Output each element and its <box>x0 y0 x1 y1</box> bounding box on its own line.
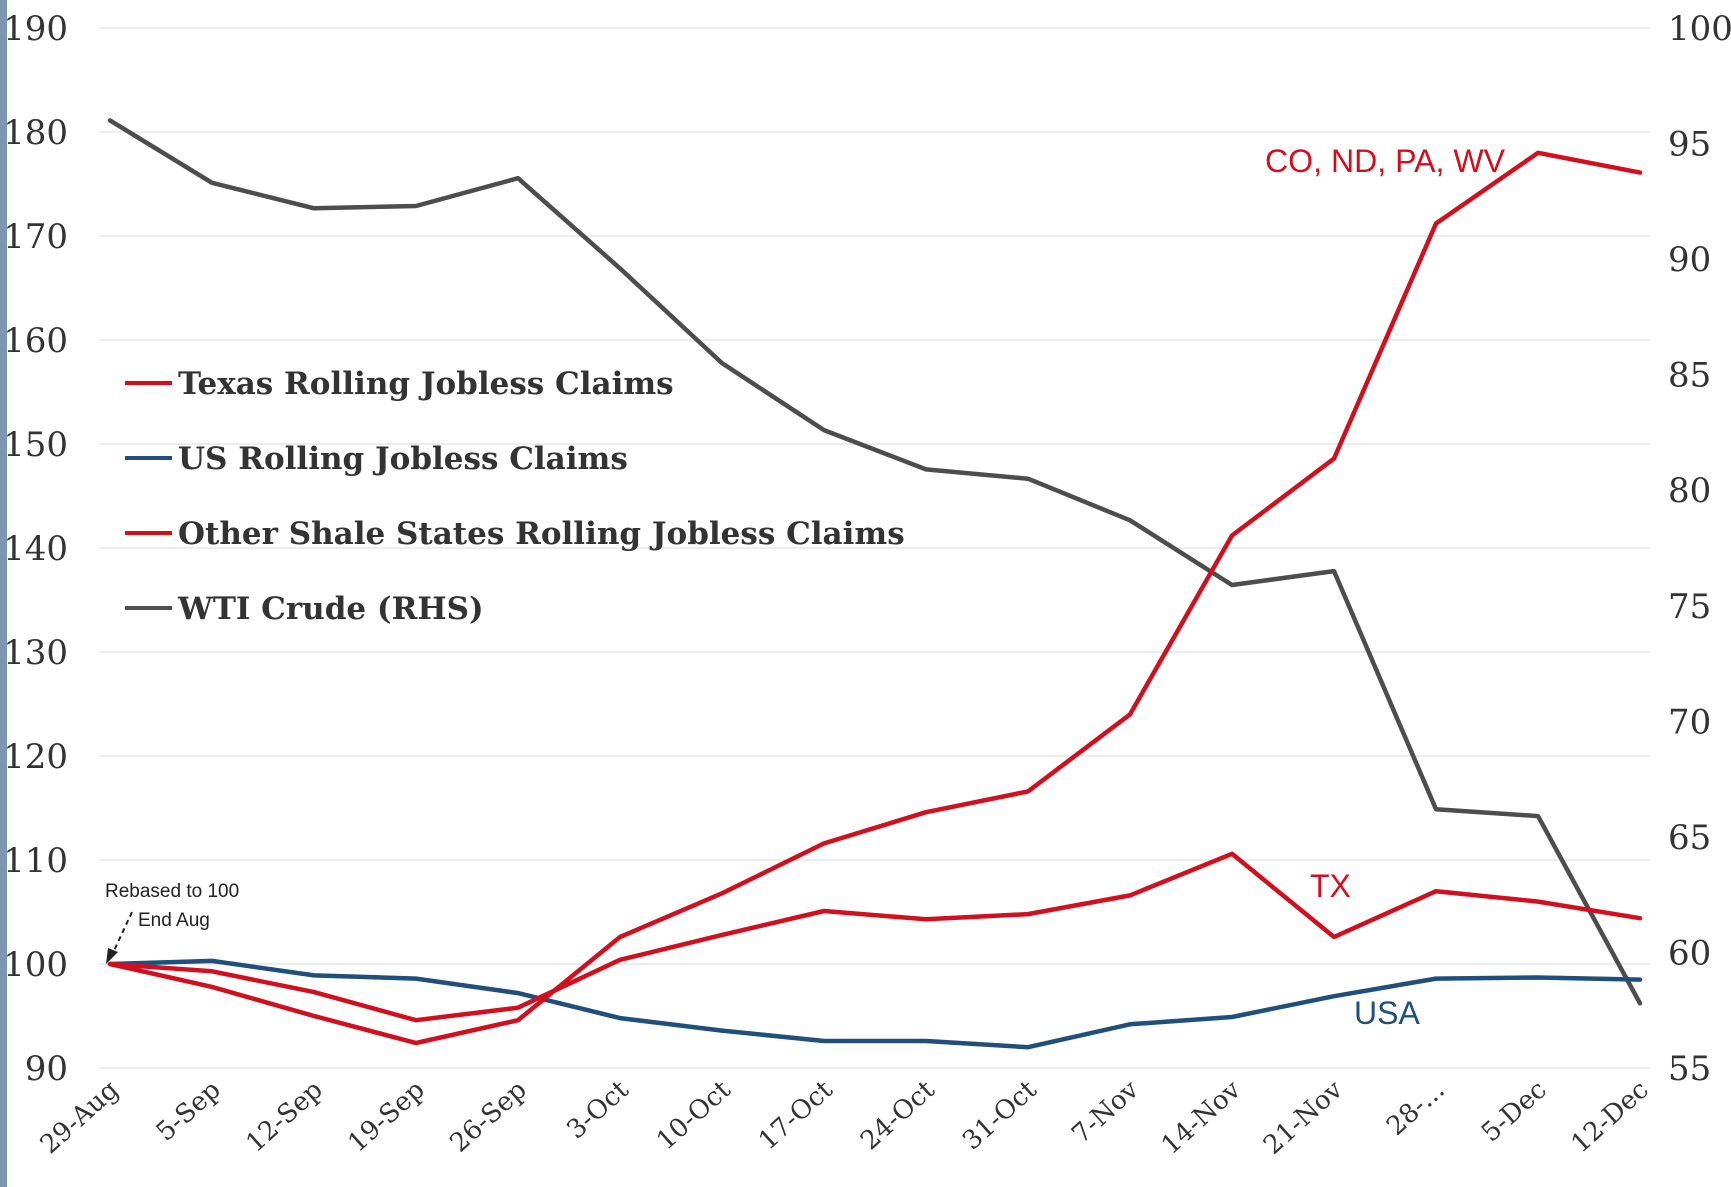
y-tick-label-right: 70 <box>1668 702 1711 742</box>
x-tick-label: 7-Nov <box>1066 1075 1145 1150</box>
y-tick-label-left: 170 <box>3 217 68 257</box>
y-tick-label-left: 120 <box>3 737 68 777</box>
series-line-us-rolling-jobless-claims <box>107 958 1643 1050</box>
annotations: CO, ND, PA, WV TX USA Rebased to 100 End… <box>105 143 1506 1031</box>
series-lines <box>107 118 1643 1050</box>
y-tick-label-right: 80 <box>1668 471 1711 511</box>
legend-item-wti: WTI Crude (RHS) <box>125 591 484 627</box>
y-axis-left: 90 100 110 120 130 140 150 160 170 180 190 <box>3 9 68 1089</box>
series-line-wti-crude-rhs <box>107 118 1643 1006</box>
y-tick-label-right: 85 <box>1668 356 1711 396</box>
y-tick-label-right: 55 <box>1668 1049 1711 1089</box>
series-line-texas-rolling-jobless-claims <box>107 851 1643 1023</box>
rebase-arrow <box>111 911 133 956</box>
y-tick-label-left: 100 <box>3 945 68 985</box>
y-tick-label-right: 65 <box>1668 818 1711 858</box>
y-tick-label-left: 150 <box>3 425 68 465</box>
y-tick-label-right: 75 <box>1668 587 1711 627</box>
x-tick-label: 5-Sep <box>151 1075 227 1148</box>
x-tick-label: 17-Oct <box>753 1075 839 1157</box>
y-tick-label-left: 130 <box>3 633 68 673</box>
legend-label-other-shale: Other Shale States Rolling Jobless Claim… <box>178 516 905 552</box>
y-tick-label-right: 60 <box>1668 933 1711 973</box>
legend-label-texas: Texas Rolling Jobless Claims <box>178 366 674 402</box>
legend: Texas Rolling Jobless Claims US Rolling … <box>125 366 905 627</box>
y-axis-right: 55 60 65 70 75 80 85 90 95 100 <box>1668 9 1731 1089</box>
x-tick-label: 19-Sep <box>342 1075 430 1159</box>
y-tick-label-left: 140 <box>3 529 68 569</box>
legend-label-us: US Rolling Jobless Claims <box>178 441 628 477</box>
y-tick-label-right: 95 <box>1668 125 1711 165</box>
y-tick-label-left: 180 <box>3 113 68 153</box>
y-tick-label-left: 160 <box>3 321 68 361</box>
rebase-arrowhead <box>106 948 118 964</box>
x-tick-label: 26-Sep <box>444 1075 532 1159</box>
legend-item-other-shale: Other Shale States Rolling Jobless Claim… <box>125 516 905 552</box>
series-line-other-shale-states-rolling-jobless-claims <box>107 150 1643 1046</box>
left-edge-bar <box>0 0 7 1187</box>
grid-lines <box>100 27 1650 1069</box>
y-tick-label-left: 90 <box>25 1049 68 1089</box>
x-tick-label: 10-Oct <box>651 1075 737 1157</box>
annotation-rebase-line2: End Aug <box>138 910 210 931</box>
x-tick-label: 3-Oct <box>561 1075 635 1146</box>
annotation-rebase-line1: Rebased to 100 <box>105 881 239 902</box>
annotation-usa: USA <box>1354 995 1420 1031</box>
x-axis: 29-Aug 5-Sep 12-Sep 19-Sep 26-Sep 3-Oct 10-Oct… <box>35 1075 1655 1161</box>
y-tick-label-left: 110 <box>3 841 68 881</box>
y-tick-label-right: 90 <box>1668 240 1711 280</box>
x-tick-label: 14-Nov <box>1156 1075 1247 1161</box>
annotation-other-shale: CO, ND, PA, WV <box>1265 143 1506 179</box>
x-tick-label: 12-Sep <box>240 1075 328 1159</box>
x-tick-label: 21-Nov <box>1258 1075 1349 1161</box>
x-tick-label: 28-... <box>1381 1075 1451 1142</box>
legend-label-wti: WTI Crude (RHS) <box>177 591 484 627</box>
x-tick-label: 31-Oct <box>957 1075 1043 1157</box>
x-tick-label: 24-Oct <box>855 1075 941 1157</box>
y-tick-label-right: 100 <box>1668 9 1731 49</box>
legend-item-texas: Texas Rolling Jobless Claims <box>125 366 674 402</box>
annotation-texas: TX <box>1310 868 1351 904</box>
x-tick-label: 5-Dec <box>1476 1075 1553 1148</box>
legend-item-us: US Rolling Jobless Claims <box>125 441 628 477</box>
y-tick-label-left: 190 <box>3 9 68 49</box>
x-tick-label: 12-Dec <box>1566 1075 1655 1159</box>
